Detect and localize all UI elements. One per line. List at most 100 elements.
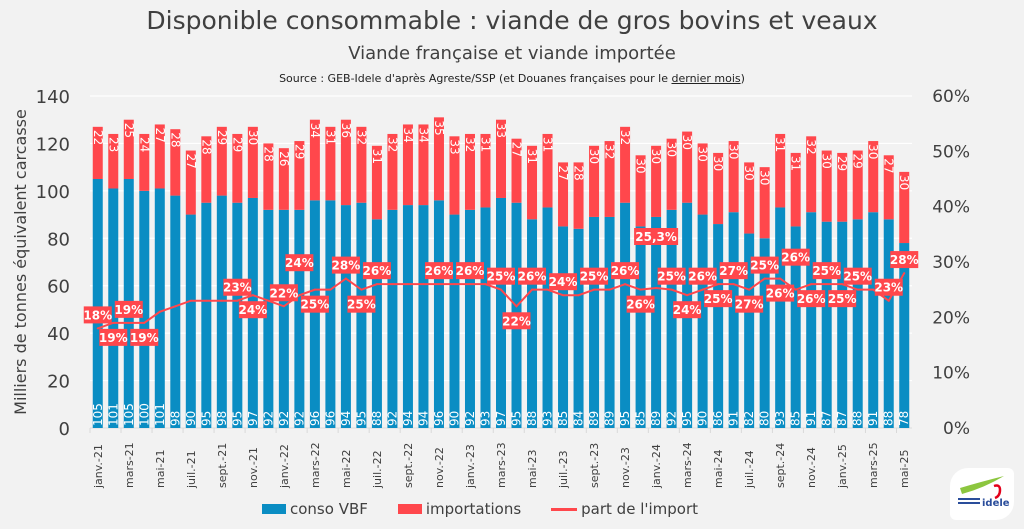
bar-conso-vbf (821, 221, 832, 428)
bar-importations (527, 145, 538, 220)
bar-conso-vbf (558, 226, 569, 428)
bar-label-importations: 32 (603, 144, 617, 159)
bar-importations (92, 126, 103, 179)
bar-importations (558, 162, 569, 227)
pct-label: 27% (719, 264, 748, 278)
bar-importations (232, 133, 243, 203)
y-tick-label: 100 (36, 182, 70, 203)
y-tick-label: 80 (47, 229, 70, 250)
line-point (127, 321, 130, 324)
bar-importations (278, 148, 289, 210)
bar-conso-vbf (480, 207, 491, 428)
bar-importations (899, 171, 910, 244)
pct-label-box (797, 290, 826, 308)
bar-conso-vbf (852, 219, 863, 428)
x-tick-label: juil.-23 (557, 450, 570, 489)
bar-label-importations: 23 (106, 137, 120, 152)
legend: conso VBF importations part de l'import (262, 500, 698, 518)
pct-label: 23% (874, 281, 903, 295)
bar-conso-vbf (402, 205, 413, 428)
svg-text:idele: idele (982, 498, 1010, 509)
pct-label: 26% (688, 270, 717, 284)
pct-label: 22% (502, 314, 531, 328)
bar-importations (170, 129, 181, 196)
pct-label: 26% (626, 298, 655, 312)
y2-tick-label: 60% (932, 87, 970, 107)
y-tick-label: 20 (47, 372, 70, 393)
bar-label-importations: 30 (742, 165, 756, 180)
bar-label-conso: 92 (665, 411, 679, 426)
bar-importations (185, 150, 196, 215)
pct-label-box (874, 278, 903, 296)
x-tick-label: mai-24 (712, 450, 725, 488)
bar-importations (340, 119, 351, 206)
line-point (903, 272, 906, 275)
bar-importations (309, 119, 320, 201)
line-point (313, 288, 316, 291)
bar-importations (449, 136, 460, 215)
bar-importations (682, 131, 693, 203)
bar-label-conso: 89 (587, 411, 601, 426)
legend-item-conso: conso VBF (262, 500, 368, 518)
pct-label-box (890, 251, 919, 269)
bar-label-conso: 95 (618, 411, 632, 426)
line-point (298, 294, 301, 297)
pct-label: 26% (766, 287, 795, 301)
bar-label-importations: 22 (91, 130, 105, 145)
pct-label: 19% (130, 331, 159, 345)
x-tick-label: nov.-24 (805, 447, 818, 488)
y2-tick-label: 20% (932, 308, 970, 328)
x-tick-label: nov.-23 (619, 447, 632, 488)
legend-label-line: part de l'import (581, 500, 699, 518)
pct-label-box (611, 262, 640, 280)
bar-label-importations: 30 (866, 144, 880, 159)
bar-importations (589, 145, 600, 217)
bar-label-conso: 92 (385, 411, 399, 426)
legend-item-line: part de l'import (551, 500, 698, 518)
bar-label-conso: 78 (897, 411, 911, 426)
bar-label-conso: 82 (742, 411, 756, 426)
pct-label-box (424, 262, 453, 280)
bar-importations (371, 145, 382, 220)
pct-label-box (750, 256, 779, 274)
bar-importations (759, 167, 770, 239)
pct-label-box (634, 228, 679, 246)
pct-label-box (828, 290, 857, 308)
bar-conso-vbf (294, 209, 305, 428)
bar-importations (821, 150, 832, 222)
bar-importations (620, 126, 631, 203)
source-link[interactable]: dernier mois (671, 72, 741, 85)
bar-label-importations: 36 (339, 123, 353, 138)
bar-conso-vbf (496, 197, 506, 428)
pct-label-box (766, 284, 795, 302)
line-point (624, 283, 627, 286)
bar-label-conso: 100 (137, 403, 151, 426)
legend-label-import: importations (425, 500, 522, 518)
bar-importations (511, 138, 522, 203)
line-point (360, 288, 363, 291)
x-tick-label: mai-25 (898, 450, 911, 488)
x-tick-label: janv.-23 (464, 444, 477, 489)
pct-label: 28% (332, 259, 361, 273)
bar-conso-vbf (775, 207, 786, 428)
y-tick-label: 140 (36, 87, 70, 108)
bar-conso-vbf (278, 209, 289, 428)
bar-conso-vbf (604, 216, 615, 428)
bar-label-conso: 101 (153, 403, 167, 426)
source-text: Source : GEB-Idele d'après Agreste/SSP (… (279, 72, 672, 85)
bar-conso-vbf (92, 179, 103, 428)
pct-label: 25% (750, 259, 779, 273)
bar-conso-vbf (340, 205, 351, 428)
bar-label-conso: 84 (572, 411, 586, 426)
bar-importations (883, 155, 894, 220)
line-point (112, 321, 115, 324)
pct-label-box (238, 301, 267, 319)
bar-importations (666, 138, 677, 210)
bar-importations (433, 117, 444, 201)
idele-logo-icon: idele (958, 476, 1010, 509)
pct-label-box (300, 295, 329, 313)
x-tick-label: janv.-25 (836, 444, 849, 489)
bar-conso-vbf (449, 214, 460, 428)
bar-conso-vbf (713, 224, 724, 428)
